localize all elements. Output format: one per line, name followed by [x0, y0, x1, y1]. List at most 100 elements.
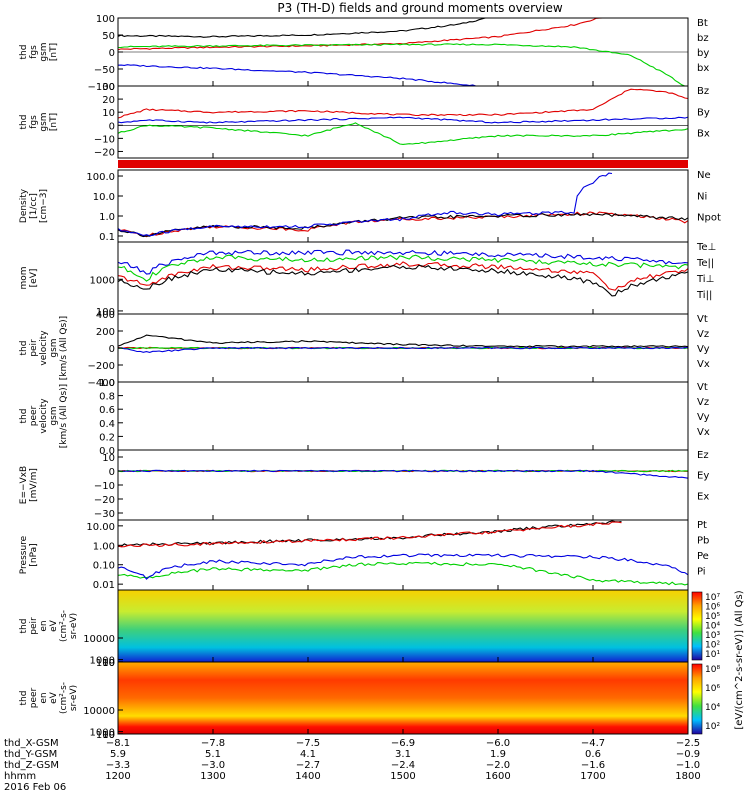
fgs-dsl-ylabel-1: fgs — [29, 115, 39, 129]
peer-velocity-ylabel-3: gsm — [49, 406, 59, 425]
peir-spec-ytick-label-1: 1000 — [90, 656, 115, 667]
fgs-gsm-ytick-label-0: 100 — [96, 14, 115, 25]
peer-spec-ylabel-0: thd — [19, 691, 29, 706]
peer-spec-ylabel-2: en — [39, 692, 49, 703]
fgs-gsm-ylabel-1: fgs — [29, 45, 39, 59]
pressure-legend-Pe: Pe — [697, 551, 709, 562]
peir-spec-ytick-label-3: 10 — [102, 658, 115, 669]
colorbar-top-tick-1: 10⁶ — [705, 603, 720, 613]
fgs-dsl-ytick-label-5: −20 — [94, 147, 115, 158]
density-ytick-label-3: 0.1 — [99, 232, 115, 243]
colorbar-top-tick-0: 10⁷ — [705, 593, 720, 603]
peir-spec-ylabel-1: peir — [29, 617, 39, 635]
pressure-series-Pi — [117, 553, 689, 580]
peir-spec-ylabel-3: eV — [49, 619, 59, 632]
efield-legend-Ey: Ey — [697, 471, 709, 482]
peer-spec-ytick-label-0: 10000 — [83, 706, 115, 717]
plot-title: P3 (TH-D) fields and ground moments over… — [277, 1, 562, 15]
fgs-gsm-ylabel-0: thd — [19, 45, 29, 60]
peir-velocity-ylabel-3: gsm — [49, 338, 59, 357]
peer-spec-ytick-label-1: 1000 — [90, 728, 115, 739]
peir-spec-ylabel-4: (cm²-s- — [59, 610, 69, 642]
axis-row-label-3: hhmm — [4, 771, 36, 782]
peer-velocity-legend-Vy: Vy — [697, 412, 710, 423]
colorbar-bottom-tick-2: 10⁴ — [705, 703, 720, 713]
density-series-Ne — [117, 211, 689, 238]
density-frame — [117, 169, 689, 243]
peir-velocity-legend-Vx: Vx — [697, 359, 710, 370]
temperature-ylabel-0: mom — [19, 266, 29, 289]
peer-spec-ytick-label-2: 100 — [96, 730, 115, 741]
axis-row-1-value-5: 0.6 — [585, 749, 601, 760]
axis-row-1-value-4: 1.9 — [490, 749, 506, 760]
peir-spec-ylabel-0: thd — [19, 619, 29, 634]
efield-legend-Ex: Ex — [697, 491, 709, 502]
pressure-series-Pe — [117, 561, 689, 586]
peer-velocity-ylabel-2: velocity — [39, 398, 49, 434]
peer-velocity-legend-Vt: Vt — [697, 382, 708, 393]
efield-legend-Ez: Ez — [697, 450, 709, 461]
peir-velocity-ylabel-2: velocity — [39, 330, 49, 366]
pressure-legend-Pt: Pt — [697, 520, 707, 531]
axis-row-1-value-1: 5.1 — [205, 749, 221, 760]
axis-row-1-value-3: 3.1 — [395, 749, 411, 760]
fgs-dsl-ylabel-3: [nT] — [49, 113, 59, 131]
peer-velocity-ylabel-0: thd — [19, 409, 29, 424]
temperature-ytick-label-1: 100 — [96, 307, 115, 318]
axis-row-0-value-5: −4.7 — [581, 738, 605, 749]
axis-row-label-1: thd_Y-GSM — [4, 749, 57, 760]
axis-row-1-value-6: −0.9 — [676, 749, 700, 760]
axis-row-label-2: thd_Z-GSM — [4, 760, 59, 771]
axis-row-2-value-4: −2.0 — [486, 760, 510, 771]
temperature-legend-Te||: Te|| — [696, 258, 714, 269]
peer-spec-ylabel-4: (cm²-s- — [59, 682, 69, 714]
fgs-gsm-ytick-label-1: 50 — [102, 31, 115, 42]
density-series-Ni — [117, 212, 689, 238]
pressure-ytick-label-3: 0.01 — [93, 580, 115, 591]
pressure-legend-Pi: Pi — [697, 567, 706, 578]
axis-row-0-value-0: −8.1 — [106, 738, 130, 749]
efield-ylabel-0: E=−VxB — [19, 466, 29, 504]
fgs-gsm-legend-by: by — [697, 48, 709, 59]
peir-velocity-ytick-label-2: 0 — [109, 344, 115, 355]
peir-velocity-ylabel-1: peir — [29, 339, 39, 357]
fgs-gsm-ylabel-2: gsm — [39, 42, 49, 61]
fgs-gsm-series-by — [117, 43, 688, 87]
pressure-frame — [117, 519, 689, 591]
peir-velocity-legend-Vy: Vy — [697, 344, 710, 355]
fgs-dsl-legend-Bx: Bx — [697, 129, 710, 140]
efield-series-Ex — [117, 469, 689, 479]
axis-row-2-value-5: −1.6 — [581, 760, 605, 771]
axis-row-3-value-6: 1800 — [675, 771, 700, 782]
density-legend-Ne: Ne — [697, 170, 711, 181]
axis-row-2-value-0: −3.3 — [106, 760, 130, 771]
fgs-dsl-ytick-label-1: 20 — [102, 95, 115, 106]
pressure-ytick-label-2: 0.10 — [93, 561, 115, 572]
density-ytick-label-1: 10.0 — [93, 192, 115, 203]
peir-velocity-legend-Vt: Vt — [697, 314, 708, 325]
fgs-dsl-legend-Bz: Bz — [697, 86, 709, 97]
axis-date-label: 2016 Feb 06 — [4, 782, 66, 793]
peer-velocity-ylabel-1: peer — [29, 405, 39, 426]
axis-row-3-value-0: 1200 — [105, 771, 130, 782]
fgs-gsm-series-Bt — [117, 17, 498, 38]
peir-spec-ylabel-5: sr-eV) — [69, 613, 79, 639]
peer-velocity-ytick-label-0: 1.0 — [99, 378, 115, 389]
pressure-series-Pt — [117, 520, 622, 548]
pressure-ylabel-0: Pressure — [19, 535, 29, 574]
temperature-series-Ti⊥ — [117, 249, 689, 275]
colorbar-top-tick-5: 10² — [705, 641, 720, 651]
axis-row-3-value-3: 1500 — [390, 771, 415, 782]
axis-row-0-value-3: −6.9 — [391, 738, 415, 749]
axis-row-0-value-4: −6.0 — [486, 738, 510, 749]
colorbar-top-tick-4: 10³ — [705, 631, 720, 641]
fgs-gsm-legend-bz: bz — [697, 33, 709, 44]
fgs-dsl-series-Bx — [117, 116, 689, 124]
colorbar-top-tick-2: 10⁵ — [705, 612, 720, 622]
peir-spec-ytick-label-2: 100 — [96, 658, 115, 669]
fgs-gsm-ytick-label-3: −50 — [94, 65, 115, 76]
axis-row-3-value-4: 1600 — [485, 771, 510, 782]
peer-velocity-ytick-label-1: 0.8 — [99, 392, 115, 403]
peir-velocity-series-Vx — [117, 346, 689, 353]
